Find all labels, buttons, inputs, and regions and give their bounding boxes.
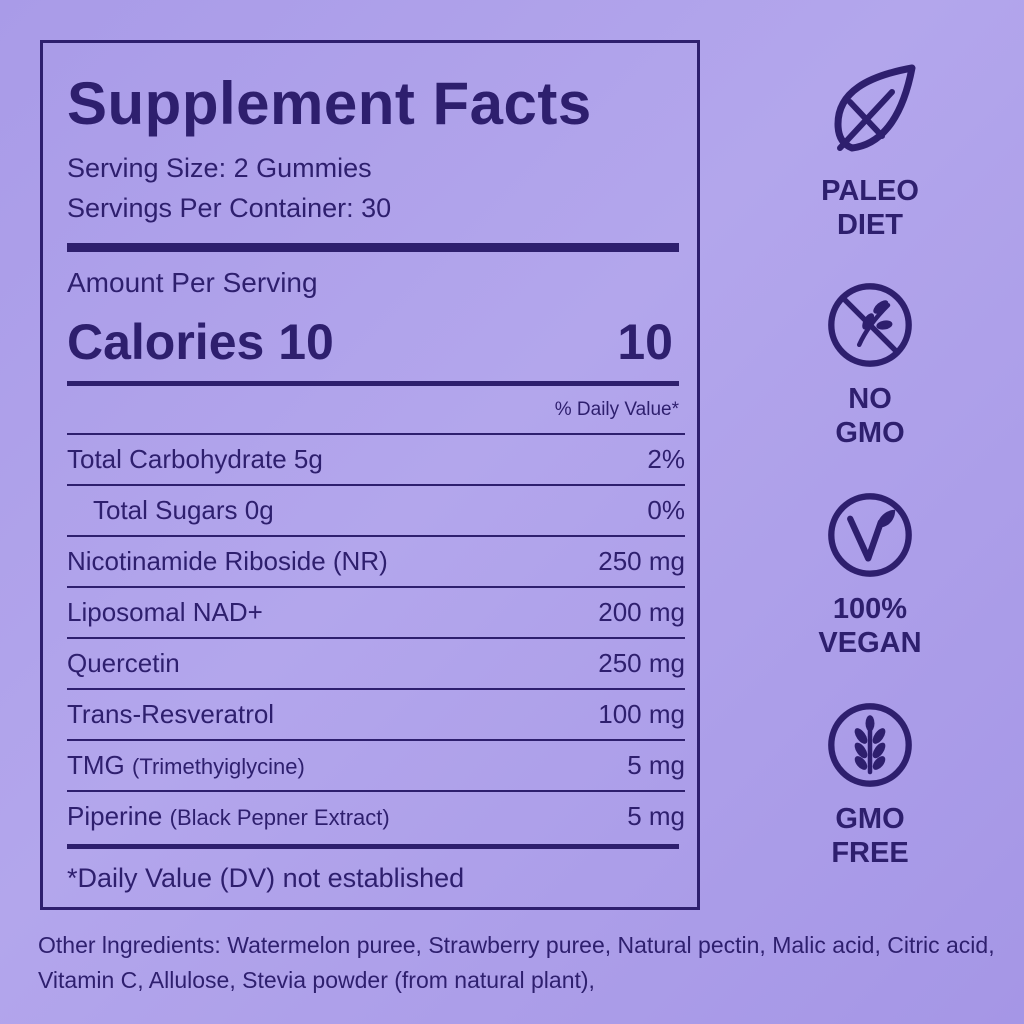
- calories-label: Calories 10: [67, 314, 334, 370]
- daily-value-header: % Daily Value*: [554, 399, 679, 420]
- vegan-v-icon: [828, 493, 912, 577]
- nutrient-value: 5 mg: [627, 750, 685, 780]
- wheat-icon: [828, 703, 912, 787]
- badge-label: NO GMO: [835, 383, 905, 449]
- nutrient-value: 100 mg: [598, 699, 685, 729]
- calories-value: 10: [617, 314, 673, 370]
- badge-label: GMO FREE: [831, 803, 909, 869]
- nutrient-row: Trans-Resveratrol 100 mg: [67, 688, 685, 739]
- nutrient-value: 250 mg: [598, 546, 685, 576]
- badge-label: PALEO DIET: [821, 175, 919, 241]
- nutrient-subname: (Black Pepner Extract): [169, 805, 390, 830]
- nutrient-name: Total Sugars 0g: [93, 495, 274, 525]
- other-ingredients: Other lngredients: Watermelon puree, Str…: [38, 932, 995, 993]
- supplement-facts-panel: Supplement Facts Serving Size: 2 Gummies…: [40, 40, 700, 910]
- badge-paleo-diet: PALEO DIET: [800, 62, 940, 242]
- nutrient-name: Trans-Resveratrol: [67, 699, 275, 729]
- badge-no-gmo: NO GMO: [800, 280, 940, 450]
- badge-vegan: 100% VEGAN: [800, 490, 940, 660]
- nutrient-row: TMG (Trimethyiglycine) 5 mg: [67, 739, 685, 790]
- nutrient-row: Total Carbohydrate 5g 2%: [67, 433, 685, 484]
- leaf-slash-icon: [834, 64, 916, 152]
- no-gmo-plant-icon: [828, 283, 912, 367]
- nutrient-value: 5 mg: [627, 801, 685, 831]
- nutrient-row: Piperine (Black Pepner Extract) 5 mg: [67, 790, 685, 841]
- nutrient-value: 0%: [647, 495, 685, 525]
- servings-per-container: Servings Per Container: 30: [67, 193, 392, 223]
- nutrient-row: Total Sugars 0g 0%: [67, 484, 685, 535]
- bottom-divider: [67, 844, 679, 849]
- nutrient-value: 200 mg: [598, 597, 685, 627]
- nutrient-value: 250 mg: [598, 648, 685, 678]
- nutrient-name: Total Carbohydrate 5g: [67, 444, 323, 474]
- badge-label: 100% VEGAN: [818, 593, 922, 659]
- nutrient-name: TMG: [67, 750, 125, 780]
- nutrient-name: Piperine: [67, 801, 163, 831]
- nutrient-row: Liposomal NAD+ 200 mg: [67, 586, 685, 637]
- serving-size: Serving Size: 2 Gummies: [67, 153, 372, 183]
- nutrient-value: 2%: [647, 444, 685, 474]
- dv-footnote: *Daily Value (DV) not established: [67, 863, 465, 893]
- nutrient-row: Nicotinamide Riboside (NR) 250 mg: [67, 535, 685, 586]
- nutrient-row: Quercetin 250 mg: [67, 637, 685, 688]
- thick-divider: [67, 243, 679, 252]
- nutrient-name: Quercetin: [67, 648, 180, 678]
- nutrient-subname: (Trimethyiglycine): [132, 754, 305, 779]
- nutrient-table: Total Carbohydrate 5g 2% Total Sugars 0g…: [67, 433, 685, 841]
- facts-title: Supplement Facts: [67, 70, 592, 137]
- medium-divider: [67, 381, 679, 386]
- nutrient-name: Liposomal NAD+: [67, 597, 263, 627]
- badge-gmo-free: GMO FREE: [800, 700, 940, 870]
- nutrient-name: Nicotinamide Riboside (NR): [67, 546, 388, 576]
- amount-per-serving: Amount Per Serving: [67, 267, 318, 298]
